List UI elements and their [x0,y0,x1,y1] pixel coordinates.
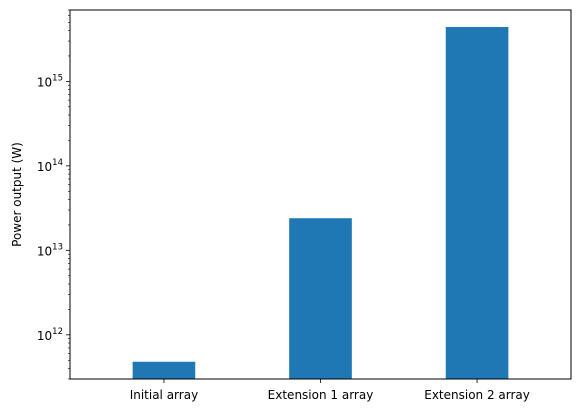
x-ticks: Initial array Extension 1 array Extension … [130,379,530,402]
x-tick-label: Extension 2 array [424,388,530,402]
y-tick-label: 1015 [37,73,63,89]
bars [132,27,509,379]
plot-frame [69,9,572,380]
bar-0 [132,361,196,379]
y-tick-label: 1013 [37,242,63,258]
bar-1 [289,218,352,379]
x-tick-label: Initial array [130,388,198,402]
y-major-ticks: 1012 1013 1014 1015 [37,73,70,343]
y-tick-label: 1014 [37,158,63,174]
y-axis-label: Power output (W) [10,142,24,247]
bar-2 [445,27,509,379]
x-tick-label: Extension 1 array [268,388,374,402]
y-tick-label: 1012 [37,327,63,343]
